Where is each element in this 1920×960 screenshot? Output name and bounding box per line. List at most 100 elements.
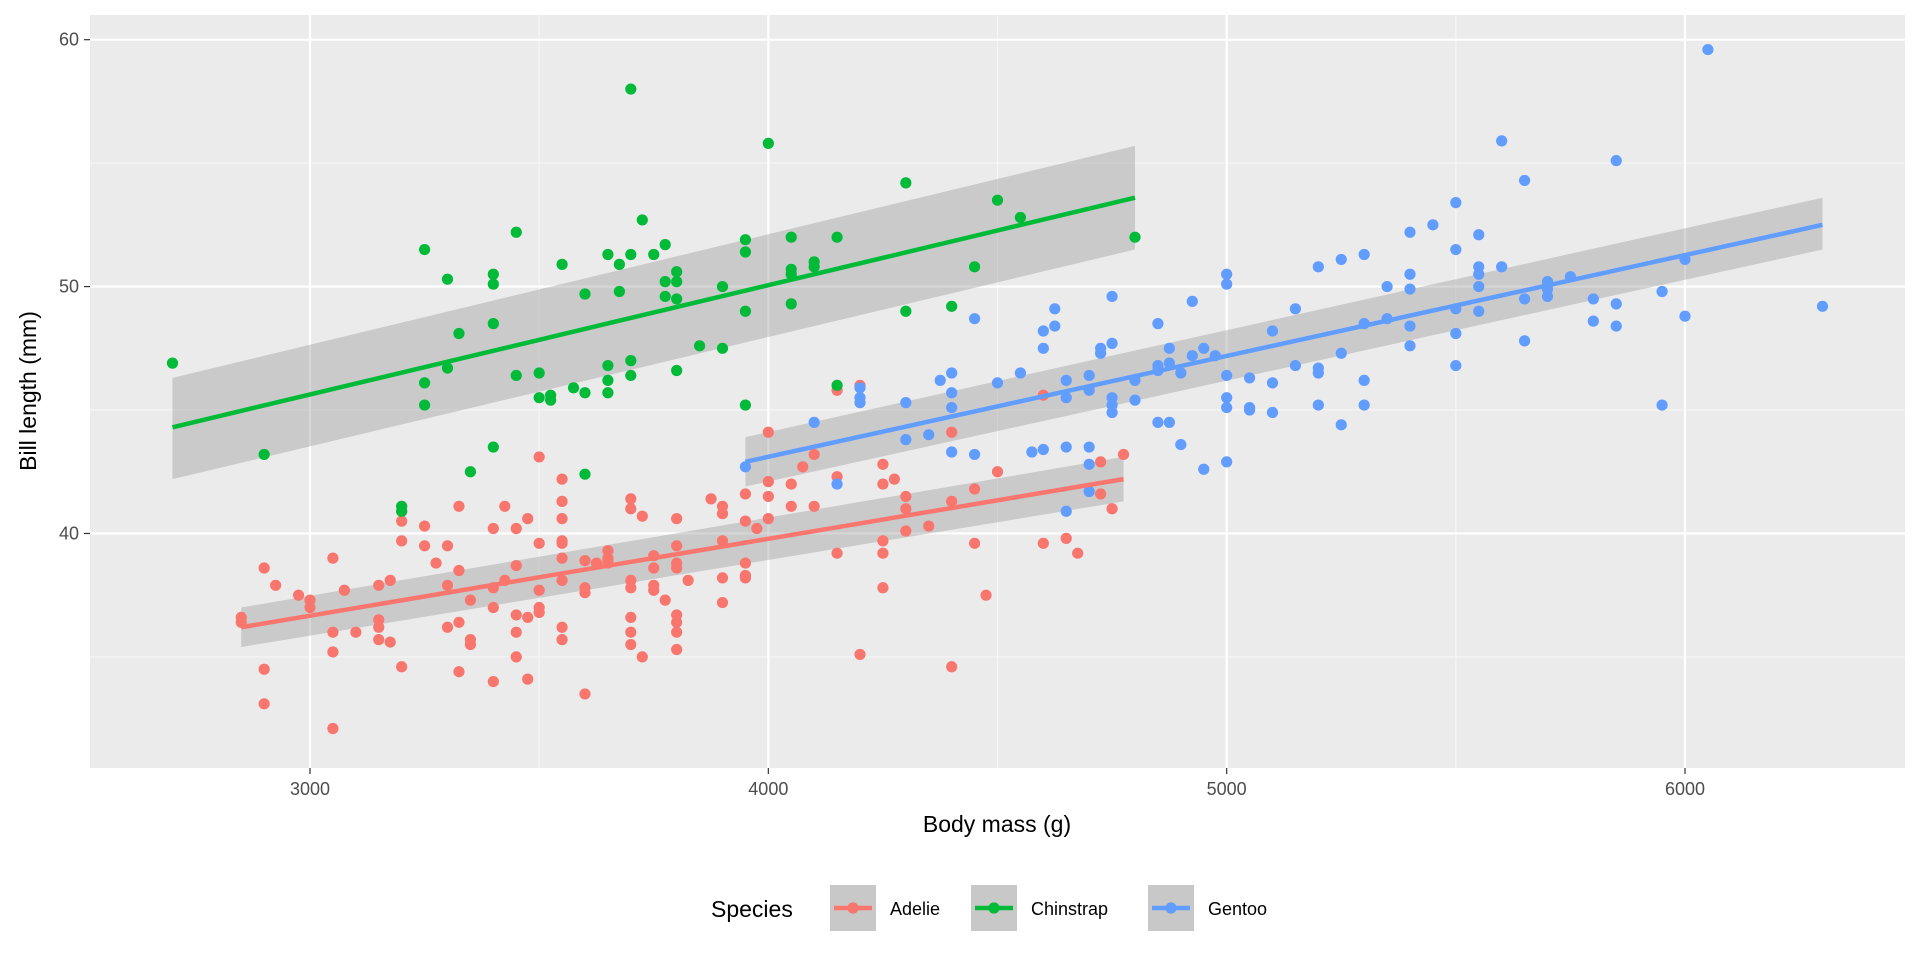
gentoo-point	[1450, 197, 1462, 209]
gentoo-point	[1312, 399, 1324, 411]
adelie-point	[510, 651, 522, 663]
adelie-point	[556, 574, 568, 586]
adelie-point	[522, 611, 534, 624]
chinstrap-point	[671, 364, 683, 377]
chinstrap-point	[1129, 231, 1141, 243]
gentoo-point	[1427, 219, 1439, 231]
adelie-point	[991, 466, 1004, 478]
adelie-point	[556, 634, 568, 646]
adelie-point	[487, 675, 499, 688]
adelie-point	[350, 626, 362, 638]
chinstrap-point	[579, 387, 591, 399]
chinstrap-point	[441, 273, 454, 285]
gentoo-point	[1266, 377, 1279, 389]
adelie-point	[579, 688, 591, 700]
gentoo-point	[1083, 485, 1095, 498]
legend-item-gentoo: Gentoo	[1148, 885, 1267, 931]
gentoo-point	[1679, 310, 1691, 322]
gentoo-point	[1186, 350, 1198, 362]
chinstrap-point	[613, 285, 625, 298]
chinstrap-point	[579, 288, 591, 300]
adelie-point	[453, 564, 465, 577]
chinstrap-point	[671, 293, 683, 305]
gentoo-point	[1496, 135, 1508, 147]
adelie-point	[384, 574, 396, 586]
chinstrap-point	[533, 392, 545, 404]
gentoo-point	[1083, 441, 1095, 453]
gentoo-point	[854, 382, 866, 394]
gentoo-point	[1518, 335, 1531, 347]
gentoo-point	[1381, 280, 1393, 293]
adelie-point	[1072, 547, 1084, 559]
adelie-point	[808, 448, 820, 461]
adelie-point	[923, 520, 935, 532]
gentoo-point	[934, 374, 946, 386]
gentoo-point	[1266, 406, 1279, 419]
adelie-point	[854, 648, 866, 661]
legend-label-gentoo: Gentoo	[1208, 899, 1267, 919]
gentoo-trend-line	[744, 222, 1823, 465]
adelie-point	[533, 584, 545, 596]
adelie-point	[716, 508, 729, 520]
gentoo-point	[1656, 399, 1668, 411]
gentoo-point	[1587, 315, 1599, 327]
chinstrap-point	[900, 177, 912, 189]
adelie-point	[533, 606, 545, 619]
adelie-point	[510, 626, 522, 638]
adelie-point	[556, 513, 568, 525]
gentoo-point	[991, 377, 1004, 389]
adelie-point	[556, 621, 568, 633]
adelie-point	[625, 493, 637, 505]
gentoo-point	[1221, 369, 1233, 382]
chinstrap-point	[602, 374, 614, 386]
chinstrap-point	[441, 362, 454, 374]
adelie-point	[877, 582, 889, 594]
gentoo-point	[1473, 280, 1485, 293]
gentoo-point	[1083, 369, 1095, 382]
gentoo-point	[968, 448, 981, 461]
adelie-point	[716, 572, 729, 584]
y-tick-label: 60	[59, 30, 79, 50]
x-tick-label: 5000	[1207, 779, 1247, 799]
adelie-point	[659, 594, 671, 606]
gentoo-point	[1163, 342, 1175, 354]
chinstrap-point	[693, 340, 706, 352]
gentoo-point	[1496, 261, 1508, 273]
adelie-point	[671, 616, 683, 628]
adelie-point	[762, 476, 774, 488]
trend-lines	[171, 195, 1823, 630]
adelie-point	[671, 513, 683, 525]
adelie-point	[510, 609, 522, 621]
gentoo-point	[1221, 392, 1233, 404]
adelie-point	[510, 522, 522, 535]
adelie-point	[968, 483, 981, 495]
gentoo-point	[1060, 505, 1072, 517]
gentoo-point	[1037, 325, 1049, 337]
adelie-point	[739, 557, 752, 569]
adelie-point	[556, 537, 568, 549]
chinstrap-point	[991, 194, 1004, 206]
gentoo-point	[1049, 320, 1061, 332]
chinstrap-point	[487, 268, 499, 280]
chinstrap-point	[487, 278, 499, 290]
gentoo-point	[1473, 229, 1485, 241]
chinstrap-point	[808, 261, 820, 273]
gentoo-point	[1152, 416, 1164, 428]
gentoo-point	[1175, 367, 1187, 379]
gentoo-point	[1518, 293, 1531, 305]
adelie-point	[464, 638, 477, 651]
gentoo-point	[900, 434, 912, 446]
gentoo-point	[1095, 347, 1107, 359]
gentoo-point	[1358, 248, 1370, 261]
x-tick-label: 3000	[290, 779, 330, 799]
adelie-point	[396, 515, 408, 527]
adelie-point	[430, 557, 442, 569]
adelie-point	[487, 601, 499, 614]
gentoo-point	[1198, 342, 1210, 354]
adelie-point	[716, 535, 729, 547]
adelie-point	[762, 513, 774, 525]
y-tick-label: 50	[59, 277, 79, 297]
gentoo-point	[1026, 446, 1038, 458]
chinstrap-point	[968, 261, 981, 273]
